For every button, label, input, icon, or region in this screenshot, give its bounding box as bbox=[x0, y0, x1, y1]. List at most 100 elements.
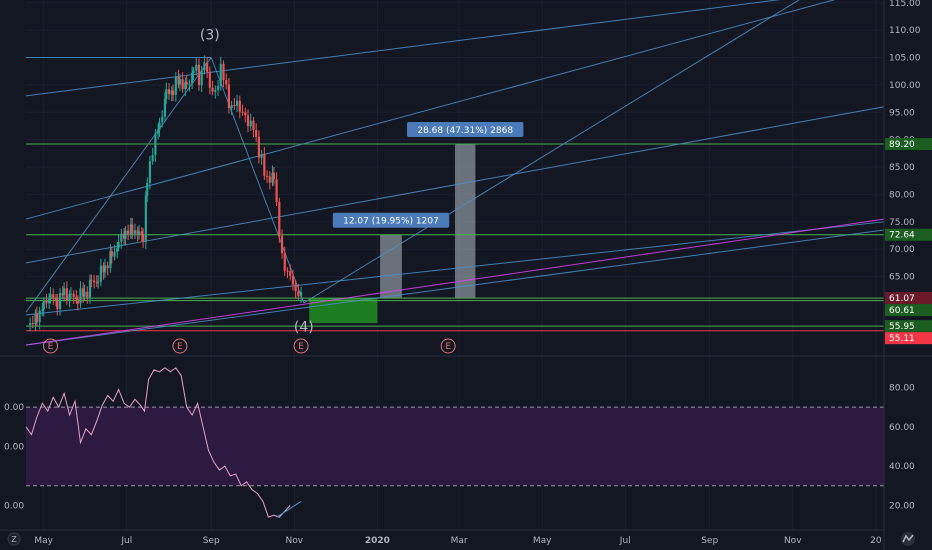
candle-body bbox=[82, 288, 85, 297]
candle-body bbox=[75, 296, 78, 300]
price-label-bg bbox=[885, 138, 932, 151]
trend-line[interactable] bbox=[303, 0, 884, 304]
tradingview-logo-icon[interactable] bbox=[901, 532, 915, 546]
candle-body bbox=[283, 253, 286, 271]
candle-body bbox=[109, 251, 112, 269]
trend-line[interactable] bbox=[25, 229, 885, 346]
candle-body bbox=[191, 72, 194, 84]
time-tick-label: May bbox=[34, 536, 53, 546]
measure-box bbox=[380, 234, 402, 299]
rsi-tick-label: 80.00 bbox=[889, 384, 915, 394]
candle-body bbox=[28, 323, 32, 325]
svg-text:Z: Z bbox=[11, 535, 17, 544]
candle-body bbox=[300, 291, 303, 297]
price-tick-label: 115.00 bbox=[889, 0, 921, 9]
candle-body bbox=[31, 323, 34, 325]
price-label-bg bbox=[885, 320, 932, 333]
candle-body bbox=[286, 270, 289, 272]
candle-body bbox=[280, 235, 284, 254]
candle-body bbox=[278, 201, 281, 236]
candle-body bbox=[133, 230, 137, 234]
z-logo-icon[interactable]: Z bbox=[7, 532, 21, 546]
time-tick-label: 20 bbox=[870, 536, 882, 546]
candle-body bbox=[79, 288, 82, 304]
candle-body bbox=[235, 100, 239, 106]
price-tick-label: 85.00 bbox=[889, 163, 915, 173]
price-label-bg bbox=[885, 228, 932, 241]
candle-body bbox=[241, 111, 244, 113]
candle-body bbox=[148, 161, 152, 183]
trend-line[interactable] bbox=[25, 218, 885, 346]
candle-body bbox=[271, 172, 274, 183]
price-tick-label: 65.00 bbox=[889, 273, 915, 283]
candle-body bbox=[103, 265, 107, 273]
candle-body bbox=[211, 87, 214, 92]
candle-body bbox=[244, 112, 247, 116]
price-label: 89.20 bbox=[889, 140, 915, 150]
measure-label-bg bbox=[407, 122, 524, 138]
candle-body bbox=[154, 133, 157, 155]
candle-body bbox=[174, 76, 177, 95]
candle-body bbox=[65, 288, 68, 301]
time-tick-label: Jul bbox=[619, 536, 631, 546]
measure-label-bg bbox=[332, 212, 450, 228]
candle-body bbox=[69, 293, 73, 295]
trend-line[interactable] bbox=[25, 0, 884, 220]
rsi-left-label: 0.00 bbox=[4, 442, 24, 452]
candle-body bbox=[167, 89, 171, 95]
price-tick-label: 70.00 bbox=[889, 245, 915, 255]
price-label: 61.07 bbox=[889, 294, 915, 304]
candle-body bbox=[170, 90, 173, 95]
candle-body bbox=[163, 98, 167, 117]
price-tick-label: 95.00 bbox=[889, 108, 915, 118]
candle-body bbox=[129, 224, 132, 235]
candle-body bbox=[106, 265, 109, 269]
candle-body bbox=[200, 70, 203, 86]
rsi-series bbox=[25, 367, 291, 518]
candle-body bbox=[110, 251, 113, 257]
candle-body bbox=[83, 291, 86, 297]
candle-body bbox=[230, 104, 233, 108]
candle-body bbox=[124, 230, 127, 239]
candle-body bbox=[72, 293, 75, 297]
candle-body bbox=[45, 300, 48, 304]
candle-body bbox=[68, 293, 71, 301]
candle-body bbox=[257, 136, 260, 158]
candle-body bbox=[146, 182, 149, 196]
candle-body bbox=[249, 120, 252, 127]
trend-lines[interactable] bbox=[25, 0, 885, 346]
candle-body bbox=[88, 279, 92, 298]
earnings-marker-label: E bbox=[445, 342, 451, 352]
candle-body bbox=[177, 76, 180, 85]
candle-body bbox=[216, 86, 220, 91]
candle-body bbox=[48, 299, 51, 304]
candle-body bbox=[92, 280, 96, 283]
trend-line[interactable] bbox=[210, 57, 305, 304]
candle-body bbox=[222, 63, 225, 81]
trend-line[interactable] bbox=[25, 0, 884, 97]
candle-body bbox=[252, 120, 255, 130]
price-labels: 89.20 72.64 61.07 60.61 55.95 55.11 bbox=[885, 138, 932, 345]
candle-body bbox=[54, 298, 58, 300]
candle-body bbox=[117, 241, 120, 248]
annotations: (3) (4) E E E E 12.07 (19.95%) 1207 28.68 (47.3… bbox=[43, 27, 524, 354]
candle-body bbox=[102, 265, 105, 273]
earnings-marker bbox=[43, 338, 59, 354]
candle-body bbox=[227, 84, 231, 108]
candle-body bbox=[35, 313, 38, 323]
wave-label: (3) bbox=[200, 27, 220, 43]
rsi-left-label: 0.00 bbox=[4, 501, 24, 511]
candle-body bbox=[294, 284, 297, 292]
candle-body bbox=[151, 154, 154, 162]
trend-line[interactable] bbox=[25, 221, 885, 316]
candle-body bbox=[171, 90, 175, 95]
candle-body bbox=[157, 129, 160, 134]
trend-line[interactable] bbox=[25, 106, 885, 264]
time-tick-label: May bbox=[533, 536, 552, 546]
trend-line[interactable] bbox=[25, 57, 212, 313]
earnings-marker-label: E bbox=[48, 342, 54, 352]
candle-body bbox=[49, 294, 52, 300]
candle-body bbox=[144, 195, 147, 242]
candle-body bbox=[136, 230, 139, 235]
